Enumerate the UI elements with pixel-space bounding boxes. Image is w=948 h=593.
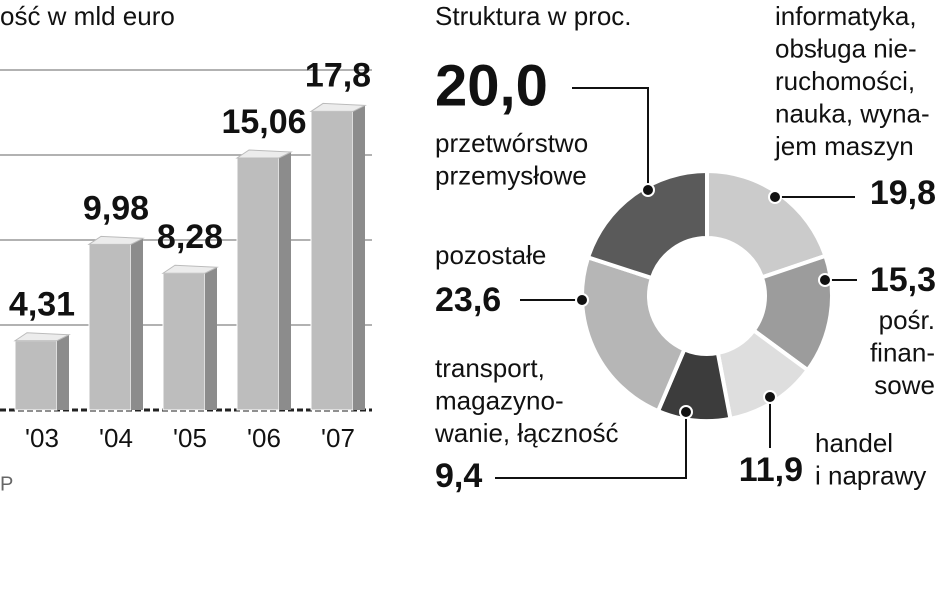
donut-segment	[580, 254, 687, 414]
x-tick-label: '05	[173, 423, 207, 453]
donut-segment	[585, 168, 709, 281]
value-label: 17,8	[305, 56, 371, 94]
bar	[14, 340, 58, 411]
bar-title: ość w mld euro	[0, 1, 175, 31]
x-tick-label: '04	[99, 423, 133, 453]
donut-title: Struktura w proc.	[435, 1, 632, 31]
x-tick-label: '06	[247, 423, 281, 453]
leader-line	[572, 87, 649, 190]
x-tick-label: '07	[321, 423, 355, 453]
bar-side	[131, 238, 143, 410]
segment-label: jem maszyn	[774, 131, 914, 161]
value-label: 23,6	[435, 281, 501, 319]
value-label: 15,3	[870, 261, 936, 299]
bar	[88, 243, 132, 411]
bar-top	[309, 102, 367, 112]
segment-label: pozostałe	[435, 240, 546, 270]
value-label: 9,4	[435, 457, 482, 495]
segment-label: transport,	[435, 353, 545, 383]
bar-side	[205, 267, 217, 410]
leader-dot	[818, 273, 832, 287]
value-label: 9,98	[83, 189, 149, 227]
bar	[162, 272, 206, 411]
value-label: 4,31	[9, 286, 75, 324]
bar-side	[57, 334, 69, 410]
donut-segment	[705, 168, 828, 280]
bar-side	[279, 151, 291, 411]
leader-line	[495, 412, 687, 479]
segment-label: sowe	[874, 370, 935, 400]
value-label: 8,28	[157, 218, 223, 256]
leader-dot	[763, 390, 777, 404]
value-label: 20,0	[435, 53, 548, 118]
bar-top	[235, 149, 293, 159]
bar-top	[161, 264, 219, 274]
segment-label: i naprawy	[815, 460, 926, 490]
bar	[310, 110, 354, 411]
value-label: 11,9	[739, 451, 803, 489]
leader-dot	[768, 190, 782, 204]
segment-label: finan-	[870, 337, 935, 367]
leader-dot	[641, 183, 655, 197]
segment-label: przetwórstwo	[435, 128, 588, 158]
bar-side	[353, 105, 365, 411]
bar-top	[13, 332, 71, 342]
value-label: 15,06	[221, 103, 306, 141]
bar-top	[87, 235, 145, 245]
segment-label: wanie, łączność	[434, 418, 619, 448]
leader-dot	[679, 405, 693, 419]
value-label: 19,8	[870, 174, 936, 212]
source: P	[0, 473, 13, 495]
segment-label: pośr.	[879, 305, 935, 335]
segment-label: magazyno-	[435, 385, 564, 415]
segment-label: obsługa nie-	[775, 33, 917, 63]
segment-label: ruchomości,	[775, 66, 915, 96]
segment-label: informatyka,	[775, 1, 917, 31]
bar	[236, 157, 280, 411]
segment-label: przemysłowe	[435, 160, 587, 190]
x-tick-label: '03	[25, 423, 59, 453]
leader-dot	[575, 293, 589, 307]
segment-label: nauka, wyna-	[775, 98, 930, 128]
segment-label: handel	[815, 428, 893, 458]
